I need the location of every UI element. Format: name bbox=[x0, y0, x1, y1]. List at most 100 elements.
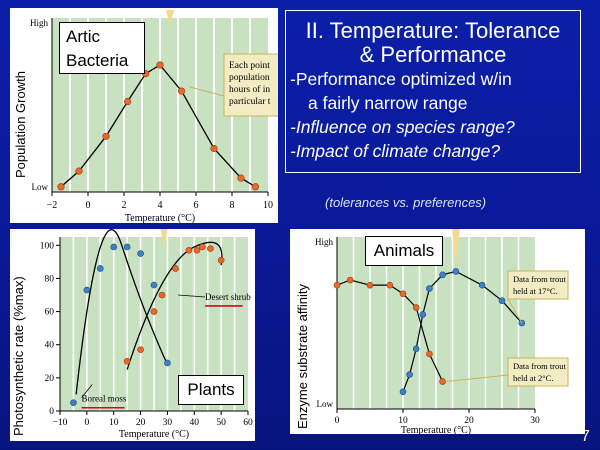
slide-title-box: II. Temperature: Tolerance & Performance… bbox=[285, 10, 581, 173]
animals-17c-point bbox=[399, 388, 407, 396]
animals-2c-curve bbox=[336, 279, 444, 382]
plants-shrub-leader bbox=[178, 294, 206, 298]
page-number: 7 bbox=[581, 428, 590, 445]
animals-x-axis-label: Temperature (°C) bbox=[401, 425, 471, 434]
bacteria-x-tick-label: 8 bbox=[230, 200, 235, 211]
plants-shrub-point bbox=[158, 291, 166, 299]
animals-2c-point bbox=[333, 281, 341, 289]
plants-moss-leader bbox=[81, 384, 93, 398]
tolerance-note: (tolerances vs. preferences) bbox=[325, 195, 487, 210]
animals-legend-2c-leader bbox=[446, 374, 509, 382]
animals-2c-point bbox=[426, 350, 433, 358]
animals-x-tick-label: 10 bbox=[398, 416, 408, 426]
bacteria-callout-line: particular t bbox=[229, 97, 271, 107]
plants-y-tick-label: 100 bbox=[40, 241, 55, 251]
plants-shrub-label: Desert shrub bbox=[205, 292, 251, 302]
plants-moss-point bbox=[96, 265, 104, 272]
animals-2c-point bbox=[399, 290, 407, 298]
plants-shrub-point bbox=[207, 245, 214, 252]
plants-callout-pointer bbox=[160, 227, 168, 247]
animals-17c-curve bbox=[402, 270, 523, 393]
plants-y-axis-label: Photosynthetic rate (%max) bbox=[11, 276, 26, 436]
slide-title-line2: & Performance bbox=[359, 42, 507, 67]
bacteria-x-tick-label: 0 bbox=[86, 200, 91, 211]
animals-2c-point bbox=[366, 281, 374, 289]
animals-y-tick-low: Low bbox=[317, 399, 334, 409]
plants-chart: −10 0 10 20 30 40 50 60020406080100Temperature … bbox=[40, 227, 253, 440]
animals-x-tick-label: 30 bbox=[530, 416, 540, 426]
plants-x-axis-label: Temperature (°C) bbox=[119, 429, 189, 440]
bacteria-data-point bbox=[57, 183, 65, 191]
bacteria-x-tick-label: 4 bbox=[158, 200, 163, 211]
bacteria-y-axis-label: Population Growth bbox=[13, 71, 28, 178]
bacteria-y-tick-low: Low bbox=[32, 182, 49, 192]
animals-legend-2c-line2: held at 2°C. bbox=[513, 373, 553, 383]
plants-moss-point bbox=[123, 243, 131, 251]
animals-2c-point bbox=[439, 378, 446, 385]
plants-shrub-point bbox=[172, 265, 179, 272]
plants-moss-point bbox=[70, 399, 77, 407]
bacteria-data-point bbox=[237, 174, 245, 182]
plants-panel: −10 0 10 20 30 40 50 60 0 20 40 60 80 100 Temperature … bbox=[10, 227, 255, 441]
plants-moss-curve bbox=[75, 229, 169, 395]
bacteria-x-tick-label: 2 bbox=[122, 200, 127, 211]
animals-17c-point bbox=[439, 271, 446, 279]
plants-y-tick-label: 20 bbox=[45, 374, 55, 384]
animals-legend-17c-box bbox=[507, 270, 569, 300]
bacteria-data-point bbox=[156, 61, 164, 69]
bacteria-label-text: Artic Bacteria bbox=[66, 27, 129, 70]
animals-x-tick-label: 20 bbox=[464, 416, 474, 426]
animals-17c-point bbox=[412, 345, 420, 353]
animals-2c-point bbox=[386, 281, 394, 289]
bacteria-panel: −2 0 2 4 6 8 10 Low High Temperature (°C) Each poi… bbox=[10, 8, 285, 224]
bacteria-label: Artic Bacteria bbox=[59, 22, 145, 74]
bacteria-callout-line: hours of in bbox=[229, 84, 270, 95]
animals-17c-point bbox=[419, 311, 427, 318]
bacteria-callout-pointer bbox=[166, 10, 174, 26]
bacteria-chart: −2 0 2 4 6 8 10 Low High Temperature (°C) Each poi… bbox=[30, 10, 285, 224]
animals-y-axis-label: Enzyme substrate affinity bbox=[295, 284, 310, 429]
animals-callout-pointer bbox=[452, 227, 460, 269]
bacteria-callout-box bbox=[223, 53, 285, 117]
bacteria-x-axis-label: Temperature (°C) bbox=[125, 213, 195, 223]
plants-x-tick-label: 40 bbox=[190, 418, 200, 428]
bullet-3: -Influence on species range? bbox=[290, 117, 515, 137]
bacteria-data-point bbox=[251, 183, 259, 191]
animals-x-tick-label: 0 bbox=[335, 416, 340, 426]
plants-y-tick-label: 0 bbox=[49, 407, 54, 417]
plants-moss-point bbox=[110, 243, 118, 251]
bacteria-callout-line: Each point bbox=[229, 61, 270, 71]
plants-moss-point bbox=[137, 250, 144, 257]
bacteria-data-point bbox=[75, 167, 83, 175]
plants-y-tick-label: 40 bbox=[45, 341, 55, 351]
animals-2c-point bbox=[346, 276, 354, 284]
animals-y-tick-high: High bbox=[315, 237, 334, 247]
plants-shrub-point bbox=[150, 308, 158, 315]
animals-legend-17c-line1: Data from trout bbox=[513, 274, 567, 284]
animals-17c-point bbox=[426, 285, 433, 292]
plants-y-tick-label: 80 bbox=[45, 274, 55, 284]
plants-x-tick-label: −10 bbox=[53, 418, 68, 428]
bacteria-curve bbox=[60, 64, 256, 188]
animals-label: Animals bbox=[365, 236, 443, 266]
plants-x-tick-label: 30 bbox=[163, 418, 173, 428]
plants-x-tick-label: 20 bbox=[136, 418, 146, 428]
plants-shrub-point bbox=[199, 243, 206, 251]
bacteria-data-point bbox=[123, 97, 132, 106]
bacteria-x-tick-label: 10 bbox=[263, 200, 273, 211]
plants-shrub-point bbox=[185, 246, 193, 254]
plants-moss-point bbox=[164, 359, 171, 367]
bacteria-x-tick-label: −2 bbox=[47, 200, 58, 211]
plants-x-tick-label: 0 bbox=[84, 418, 89, 428]
plants-shrub-point bbox=[123, 357, 131, 365]
animals-17c-point bbox=[498, 297, 506, 304]
animals-17c-point bbox=[452, 268, 460, 275]
animals-17c-point bbox=[478, 281, 486, 289]
plants-x-tick-label: 50 bbox=[216, 418, 226, 428]
bacteria-data-point bbox=[102, 132, 110, 140]
plants-x-tick-label: 60 bbox=[243, 418, 253, 428]
plants-label: Plants bbox=[178, 375, 244, 405]
animals-2c-point bbox=[412, 304, 420, 311]
plants-y-tick-label: 60 bbox=[45, 308, 55, 318]
plants-moss-point bbox=[150, 281, 158, 289]
